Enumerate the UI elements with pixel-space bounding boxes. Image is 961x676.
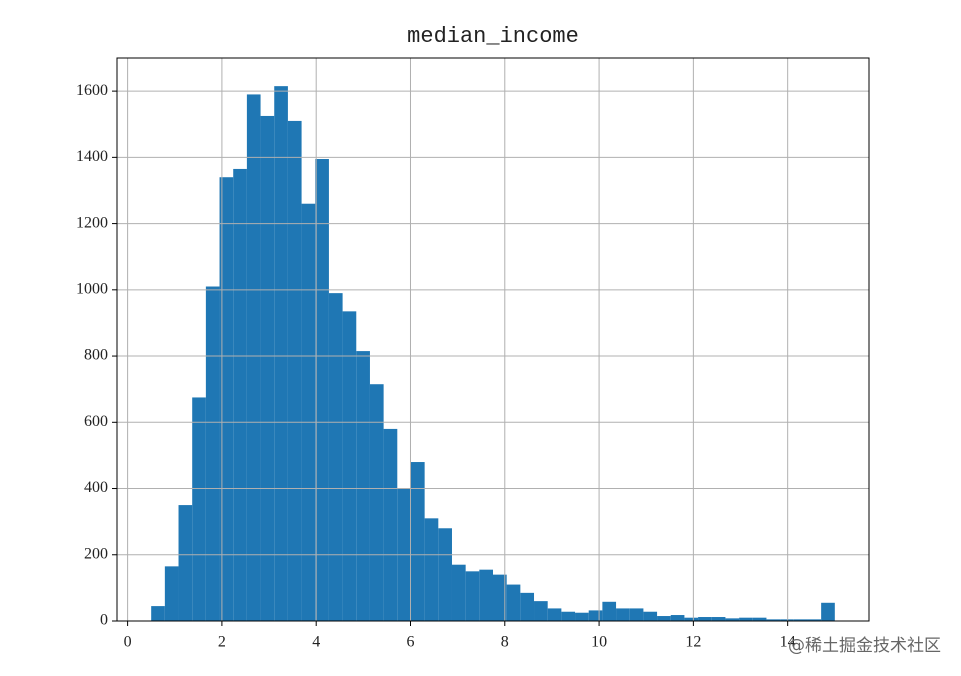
bar: [739, 617, 753, 621]
bar: [315, 159, 329, 621]
bar: [192, 397, 206, 621]
bar: [506, 584, 521, 621]
y-tick-label: 1200: [76, 214, 108, 231]
bar: [342, 311, 357, 621]
bar: [561, 611, 576, 621]
y-tick-label: 0: [100, 612, 108, 629]
bar: [274, 86, 288, 621]
y-tick-label: 800: [84, 347, 108, 364]
x-tick-label: 6: [406, 634, 414, 651]
bar: [588, 610, 603, 621]
y-tick-label: 600: [84, 413, 108, 430]
bar: [575, 612, 589, 621]
bar: [547, 608, 562, 621]
bar: [301, 203, 316, 621]
bar: [684, 617, 699, 621]
bar: [752, 617, 767, 621]
bar: [479, 569, 493, 621]
watermark: @稀土掘金技术社区: [788, 636, 941, 656]
bar: [711, 617, 726, 621]
bar: [356, 351, 370, 621]
bar: [205, 286, 220, 621]
x-tick-label: 4: [312, 634, 320, 651]
bar: [698, 617, 712, 621]
bar: [451, 564, 466, 621]
bar: [670, 615, 685, 621]
x-tick-label: 2: [218, 634, 226, 651]
bar: [629, 608, 644, 621]
bar: [178, 505, 193, 621]
bar: [493, 574, 507, 621]
bar: [383, 428, 398, 621]
x-tick-label: 0: [124, 634, 132, 651]
bar: [821, 602, 835, 621]
bar: [643, 611, 658, 621]
bar: [287, 120, 302, 622]
bar: [164, 566, 179, 621]
bar: [424, 518, 439, 621]
bar: [616, 608, 630, 621]
plot-frame: [116, 57, 870, 622]
bar: [151, 606, 165, 621]
bar: [534, 601, 548, 621]
bar: [793, 619, 808, 621]
bar: [807, 619, 822, 621]
bar: [219, 177, 234, 622]
bar: [260, 115, 275, 622]
bar: [602, 601, 617, 621]
x-tick-label: 8: [501, 634, 509, 651]
bar: [657, 616, 671, 621]
bar: [246, 94, 261, 621]
x-tick-label: 10: [591, 634, 607, 651]
bar: [369, 384, 384, 621]
bar: [233, 168, 247, 621]
y-tick-label: 400: [84, 479, 108, 496]
y-tick-label: 200: [84, 545, 108, 562]
bar: [520, 592, 535, 621]
bar: [438, 528, 452, 621]
bar: [725, 618, 740, 621]
bar: [328, 293, 343, 621]
y-tick-label: 1400: [76, 148, 108, 165]
bar: [780, 619, 794, 621]
y-tick-label: 1000: [76, 280, 108, 297]
x-tick-label: 12: [685, 634, 701, 651]
y-tick-label: 1600: [76, 82, 108, 99]
chart-title: median_income: [407, 24, 579, 49]
bar: [766, 619, 781, 621]
bar: [410, 462, 425, 621]
x-tick-label: 14: [780, 634, 796, 651]
bar: [465, 571, 480, 621]
